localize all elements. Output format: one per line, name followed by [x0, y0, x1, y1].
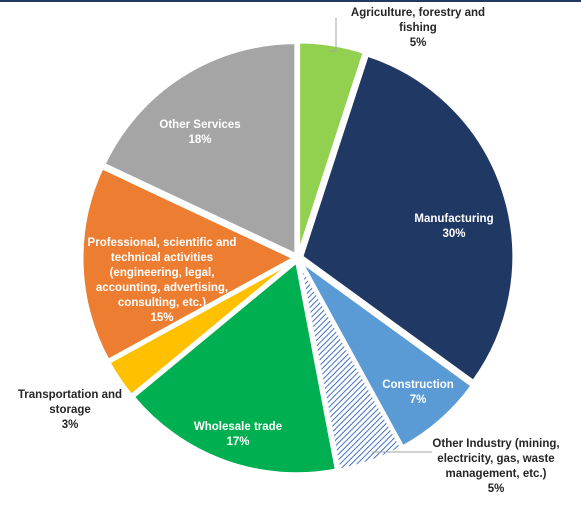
leader-lines-layer — [330, 18, 432, 453]
data-label-professional-scientific-and-technical-activities-engineering-legal-accounting-advertising-consulting-etc: Professional, scientific and technical ac… — [88, 237, 237, 324]
data-label-percent: 15% — [150, 312, 173, 324]
pie-slice-agriculture-forestry-and-fishing — [297, 40, 367, 255]
top-border-rule — [0, 0, 581, 2]
pie-slice-professional-scientific-and-technical-activities-engineering-legal-accounting-advertising-consulting-etc — [80, 165, 298, 363]
data-label-other-industry-mining-electricity-gas-waste-management-etc: Other Industry (mining, electricity, gas,… — [432, 438, 559, 495]
pie-slice-wholesale-trade — [131, 258, 339, 476]
labels-layer: Agriculture, forestry and fishing 5% Manufa… — [18, 7, 560, 495]
data-label-percent: 18% — [188, 134, 211, 146]
data-label-percent: 7% — [410, 394, 427, 406]
data-label-line: Construction — [382, 379, 454, 391]
data-label-percent: 5% — [410, 37, 427, 49]
data-label-line: electricity, gas, waste — [437, 453, 554, 465]
data-label-line: Transportation and — [18, 389, 122, 401]
slices-layer — [80, 40, 516, 476]
data-label-line: Agriculture, forestry and — [351, 7, 485, 19]
data-label-line: storage — [49, 404, 91, 416]
data-label-percent: 17% — [226, 436, 249, 448]
data-label-transportation-and-storage: Transportation and storage 3% — [18, 389, 122, 431]
data-label-line: consulting, etc.) — [118, 297, 206, 309]
data-label-line: Wholesale trade — [194, 421, 282, 433]
data-label-line: (engineering, legal, — [110, 267, 215, 279]
data-label-manufacturing: Manufacturing 30% — [414, 213, 493, 240]
pie-slice-other-industry-mining-electricity-gas-waste-management-etc — [297, 261, 404, 472]
data-label-percent: 3% — [62, 419, 79, 431]
data-label-agriculture-forestry-and-fishing: Agriculture, forestry and fishing 5% — [351, 7, 485, 49]
leader-line — [330, 18, 337, 52]
data-label-percent: 5% — [488, 483, 505, 495]
data-label-other-services: Other Services 18% — [159, 119, 240, 146]
data-label-line: management, etc.) — [446, 468, 547, 480]
pie-slice-construction — [299, 259, 475, 449]
data-label-line: Professional, scientific and — [88, 237, 237, 249]
pie-slice-transportation-and-storage — [106, 258, 296, 398]
data-label-line: fishing — [399, 22, 437, 34]
data-label-percent: 30% — [442, 228, 465, 240]
pie-slice-manufacturing — [300, 53, 516, 384]
data-label-line: accounting, advertising, — [96, 282, 228, 294]
pie-slice-other-services — [102, 41, 298, 257]
data-label-line: Other Services — [159, 119, 240, 131]
data-label-line: Other Industry (mining, — [432, 438, 559, 450]
data-label-line: Manufacturing — [414, 213, 493, 225]
data-label-construction: Construction 7% — [382, 379, 454, 406]
data-label-wholesale-trade: Wholesale trade 17% — [194, 421, 282, 448]
data-label-line: technical activities — [111, 252, 213, 264]
